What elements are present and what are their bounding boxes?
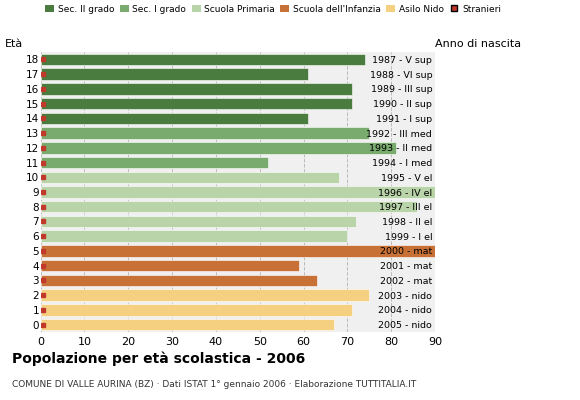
Bar (41, 319, 334, 330)
Bar (41, 290, 369, 301)
Bar (41, 98, 351, 109)
Text: Popolazione per età scolastica - 2006: Popolazione per età scolastica - 2006 (12, 352, 305, 366)
Text: Età: Età (5, 39, 23, 49)
Bar (41, 186, 435, 198)
Bar (41, 83, 351, 94)
Bar (41, 112, 308, 124)
Legend: Sec. II grado, Sec. I grado, Scuola Primaria, Scuola dell'Infanzia, Asilo Nido, : Sec. II grado, Sec. I grado, Scuola Prim… (45, 4, 501, 14)
Bar (41, 68, 308, 80)
Text: COMUNE DI VALLE AURINA (BZ) · Dati ISTAT 1° gennaio 2006 · Elaborazione TUTTITAL: COMUNE DI VALLE AURINA (BZ) · Dati ISTAT… (12, 380, 416, 389)
Text: Anno di nascita: Anno di nascita (435, 39, 521, 49)
Bar (41, 172, 339, 183)
Bar (41, 201, 418, 212)
Bar (41, 260, 299, 272)
Bar (41, 157, 269, 168)
Bar (41, 275, 317, 286)
Bar (41, 304, 351, 316)
Bar (41, 54, 365, 65)
Bar (41, 245, 440, 257)
Bar (41, 127, 369, 139)
Bar (41, 216, 356, 227)
Bar (41, 230, 347, 242)
Bar (41, 142, 396, 154)
